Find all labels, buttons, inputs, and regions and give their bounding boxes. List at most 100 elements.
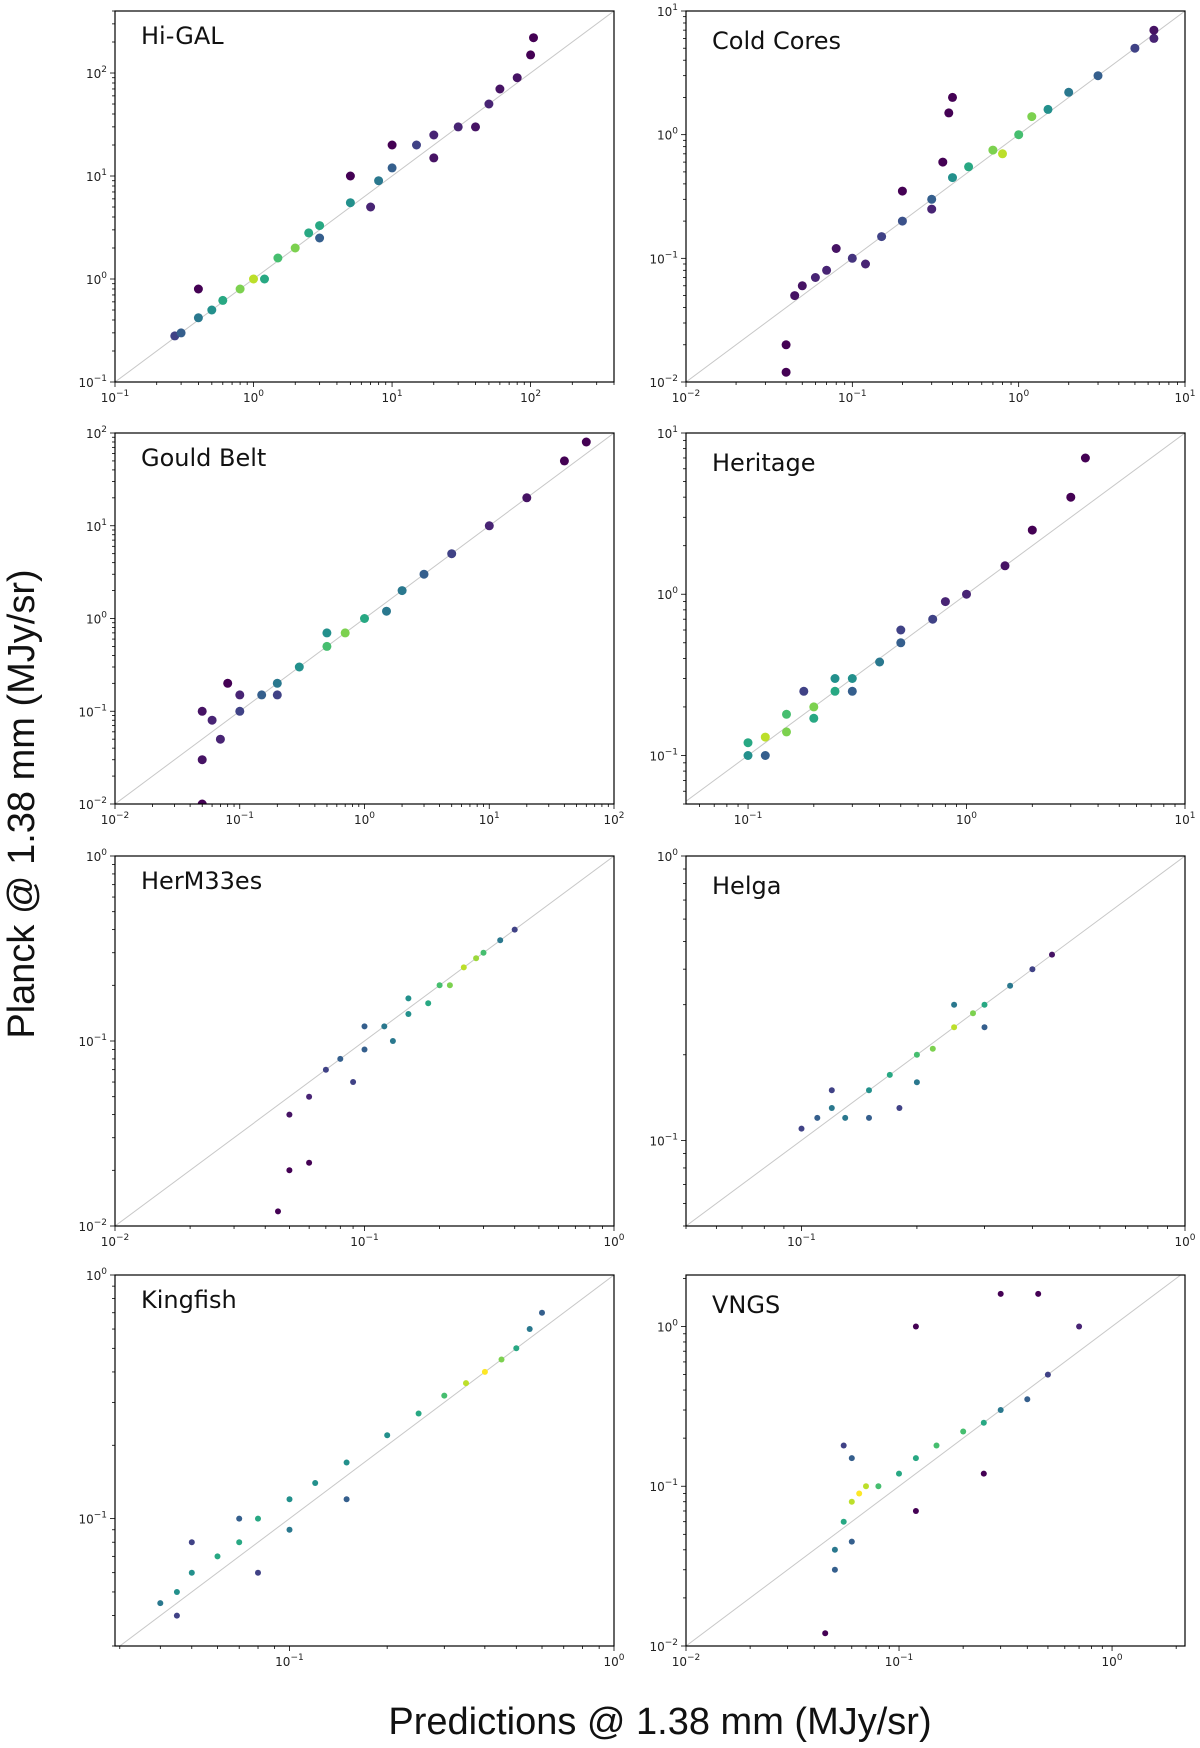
identity-line [115,11,614,382]
data-point [866,1087,872,1094]
data-point [1066,492,1076,502]
data-point [1043,104,1053,114]
identity-line [119,1275,614,1646]
y-tick-label: 10−1 [649,1478,678,1494]
data-point [781,340,791,350]
panel-vngs: 10−2 10−1 100 10−2 10−1 100 VNGS [649,1274,1186,1669]
data-point [848,1498,855,1505]
data-point [273,253,283,263]
data-point [743,751,753,760]
data-point [896,1470,902,1477]
data-point [306,1159,313,1166]
x-tick-label: 10−1 [734,811,763,827]
data-point [315,233,325,243]
data-point [980,1419,987,1426]
y-tick-label: 101 [657,3,678,19]
data-point [940,597,950,607]
data-point [425,1000,432,1007]
scatter-points [197,437,591,804]
x-tick-label: 10−2 [101,1233,130,1249]
data-point [272,690,282,700]
data-point [1076,1323,1083,1330]
x-tick-label: 102 [603,811,624,827]
scatter-points [170,33,538,341]
data-point [197,706,207,716]
panel-title: Helga [712,872,781,900]
data-point [286,1167,293,1174]
data-point [340,628,350,638]
data-point [809,713,819,723]
data-point [1029,966,1036,973]
data-point [798,1125,805,1132]
data-point [290,243,300,253]
y-tick-label: 100 [657,848,678,864]
axes-frame [685,855,1186,1227]
data-point [951,1024,958,1031]
data-point [223,678,233,688]
data-point [912,1455,919,1462]
data-point [927,194,937,204]
data-point [988,145,998,155]
data-point [345,171,355,181]
data-point [157,1600,164,1607]
scatter-points [798,951,1055,1132]
data-point [1149,25,1159,35]
data-point [173,1589,180,1595]
data-point [360,614,369,623]
identity-line [686,1275,1181,1646]
x-tick-label: 10−1 [885,1653,914,1669]
y-tick-label: 101 [657,425,678,441]
data-point [322,641,332,651]
data-point [840,1442,847,1449]
data-point [981,1024,988,1031]
y-tick-label: 10−2 [649,1638,678,1654]
data-point [193,313,203,323]
data-point [497,937,504,944]
x-tick-label: 10−1 [350,1233,379,1249]
data-point [875,657,885,667]
data-point [526,50,536,60]
data-point [913,1079,920,1086]
data-point [382,606,391,616]
x-tick-label: 102 [520,389,541,405]
data-point [1064,87,1074,97]
data-point [1149,33,1159,43]
data-point [863,1483,869,1490]
x-tick-label: 101 [382,389,403,405]
data-point [322,628,332,638]
data-point [822,1630,829,1637]
data-point [249,274,258,284]
data-point [453,122,463,132]
data-point [447,549,457,559]
data-point [1093,71,1103,81]
data-point [193,284,203,294]
data-point [387,163,397,173]
y-tick-label: 10−2 [78,1218,107,1234]
data-point [480,949,487,956]
data-point [343,1459,350,1466]
data-point [948,173,957,183]
y-tick-label: 10−1 [78,374,107,390]
x-tick-label: 10−1 [838,389,867,405]
data-point [1027,525,1037,535]
y-tick-label: 102 [86,425,107,441]
data-point [286,1496,293,1503]
data-point [938,157,948,167]
data-point [929,1045,936,1052]
data-point [964,162,974,172]
data-point [397,586,407,596]
x-tick-label: 100 [956,811,977,827]
data-point [387,140,397,150]
data-point [970,1010,976,1017]
data-point [512,73,522,83]
data-point [830,674,840,683]
data-point [848,1455,855,1462]
y-tick-label: 100 [86,1267,107,1283]
data-point [559,456,569,466]
data-point [304,228,314,238]
data-point [460,964,467,971]
x-tick-label: 101 [479,811,500,827]
data-point [847,686,857,696]
x-tick-label: 10−2 [672,389,701,405]
y-tick-label: 10−1 [78,1511,107,1527]
